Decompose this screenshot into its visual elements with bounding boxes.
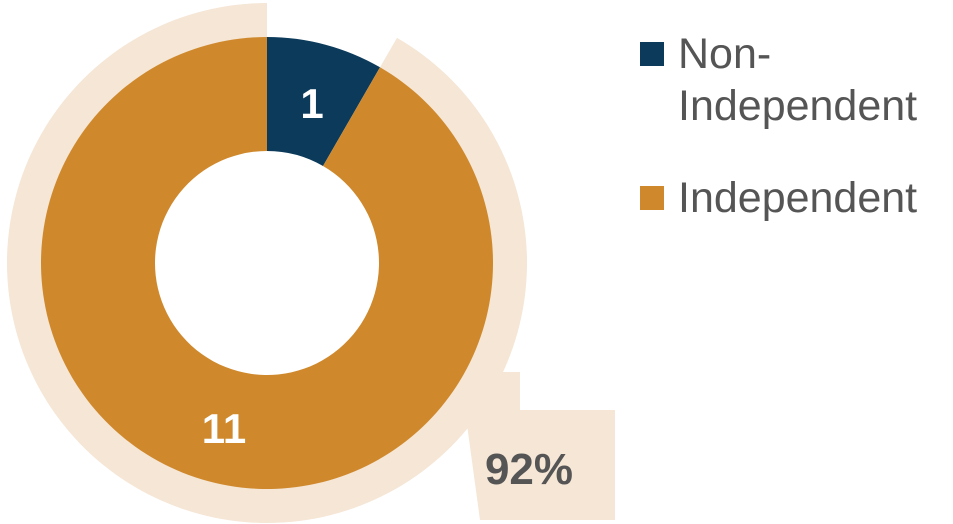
- data-label-independent: 11: [202, 405, 246, 452]
- legend-label-non-independent: Non-Independent: [678, 30, 918, 130]
- legend-swatch-non-independent: [640, 42, 664, 66]
- legend-item-non-independent: Non-Independent: [640, 28, 948, 132]
- highlight-box: [465, 372, 615, 520]
- highlight-percent-label: 92%: [485, 445, 573, 494]
- legend-label-independent: Independent: [678, 174, 918, 222]
- slice-non-independent: [267, 37, 380, 167]
- slice-independent: [40, 37, 494, 489]
- data-label-non-independent: 1: [300, 80, 323, 127]
- legend-item-independent: Independent: [640, 172, 953, 224]
- legend-swatch-independent: [640, 186, 664, 210]
